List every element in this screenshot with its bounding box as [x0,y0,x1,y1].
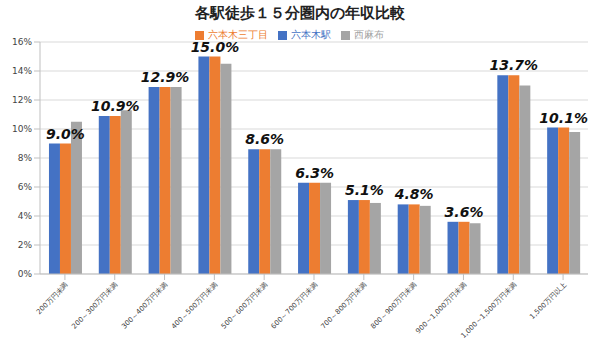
svg-text:800～900万円未満: 800～900万円未満 [369,281,418,330]
svg-text:0%: 0% [18,269,33,279]
svg-text:12.9%: 12.9% [141,69,190,85]
svg-text:16%: 16% [12,37,32,47]
html-text:各駅徒歩１５分圏内の年収比較: 各駅徒歩１５分圏内の年収比較 [195,4,405,22]
svg-text:10.9%: 10.9% [91,98,140,114]
html-text:六本木駅: 六本木駅 [290,29,331,40]
svg-text:900～1,000万円未満: 900～1,000万円未満 [414,281,468,335]
svg-text:10%: 10% [12,124,32,134]
svg-text:1,500万円以上: 1,500万円以上 [528,281,568,321]
svg-text:700～800万円未満: 700～800万円未満 [319,281,368,330]
html-text:西麻布: 西麻布 [353,29,384,40]
svg-text:9.0%: 9.0% [46,126,85,142]
svg-text:2%: 2% [18,240,33,250]
svg-text:1,000～1,500万円未満: 1,000～1,500万円未満 [459,281,518,338]
svg-text:8.6%: 8.6% [245,131,284,147]
svg-text:6.3%: 6.3% [295,165,334,181]
svg-text:600～700万円未満: 600～700万円未満 [270,281,319,330]
svg-text:4.8%: 4.8% [394,186,434,202]
svg-text:14%: 14% [12,66,32,76]
svg-text:10.1%: 10.1% [539,110,588,126]
svg-text:300～400万円未満: 300～400万円未満 [120,281,169,330]
svg-text:500～600万円未満: 500～600万円未満 [220,281,269,330]
svg-text:8%: 8% [18,153,33,163]
svg-text:200～300万円未満: 200～300万円未満 [70,281,119,330]
svg-text:13.7%: 13.7% [490,57,539,73]
svg-text:15.0%: 15.0% [191,39,240,55]
svg-text:5.1%: 5.1% [345,182,384,198]
html-text:六本木三丁目: 六本木三丁目 [207,29,268,40]
svg-text:12%: 12% [12,95,32,105]
svg-text:3.6%: 3.6% [445,204,484,220]
svg-text:4%: 4% [18,211,33,221]
svg-text:400～500万円未満: 400～500万円未満 [170,281,219,330]
svg-text:200万円未満: 200万円未満 [35,281,70,316]
svg-text:6%: 6% [18,182,33,192]
